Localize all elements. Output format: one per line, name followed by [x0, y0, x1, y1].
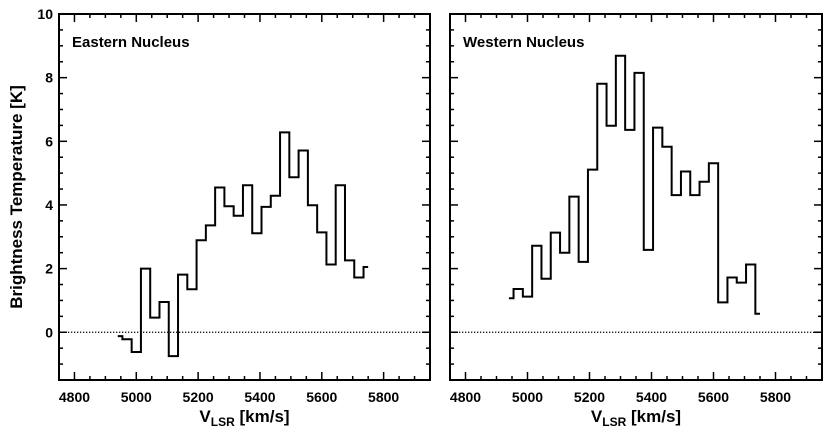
x-axis-label-main: V [591, 407, 603, 426]
x-axis-label-unit: [km/s] [235, 407, 290, 426]
x-tick-label: 5600 [698, 389, 729, 405]
spectrum-line [117, 131, 369, 358]
x-axis-label: VLSR [km/s] [199, 407, 289, 429]
x-axis-label-sub: LSR [602, 415, 626, 429]
plot-frame [449, 13, 823, 381]
x-tick-label: 5800 [368, 389, 399, 405]
x-axis-label-main: V [199, 407, 211, 426]
x-tick-label: 5200 [183, 389, 214, 405]
y-tick-label: 10 [37, 6, 53, 22]
x-tick-label: 5000 [512, 389, 543, 405]
panel-label: Eastern Nucleus [72, 34, 190, 51]
y-tick-label: 2 [45, 261, 53, 277]
y-tick-label: 4 [45, 197, 53, 213]
x-axis-label-unit: [km/s] [626, 407, 681, 426]
x-axis-label: VLSR [km/s] [591, 407, 681, 429]
panel-label: Western Nucleus [463, 34, 584, 51]
y-tick-label: 0 [45, 324, 53, 340]
x-tick-label: 4800 [450, 389, 481, 405]
plot-frame [58, 13, 431, 381]
spectrum-line [508, 54, 760, 315]
x-tick-label: 5600 [306, 389, 337, 405]
x-axis-label-sub: LSR [211, 415, 235, 429]
x-tick-label: 4800 [59, 389, 90, 405]
x-tick-label: 5800 [760, 389, 791, 405]
panel-western: 4800 5000 5200 5400 5600 5800 Western Nucleus V… [449, 13, 823, 429]
panel-eastern: 4800 5000 5200 5400 5600 5800 0 2 4 6 8 10 Eastern N… [7, 6, 431, 429]
x-tick-label: 5200 [574, 389, 605, 405]
y-tick-label: 8 [45, 70, 53, 86]
y-tick-label: 6 [45, 133, 53, 149]
x-tick-label: 5000 [121, 389, 152, 405]
y-axis-label: Brightness Temperature [K] [7, 85, 26, 309]
x-tick-label: 5400 [636, 389, 667, 405]
x-tick-label: 5400 [244, 389, 275, 405]
